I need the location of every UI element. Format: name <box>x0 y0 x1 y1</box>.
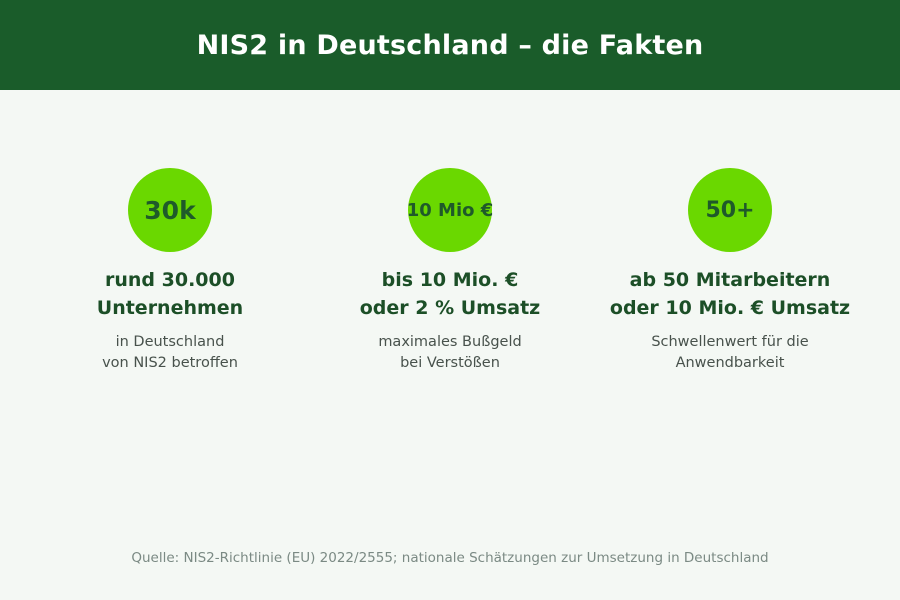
fact-badge-threshold: 50+ <box>688 168 772 252</box>
page-title: NIS2 in Deutschland – die Fakten <box>196 29 704 61</box>
fact-subtitle-companies: in Deutschland von NIS2 betroffen <box>102 334 238 371</box>
fact-subtitle-fine: maximales Bußgeld bei Verstößen <box>378 334 522 371</box>
fact-subtitle-threshold: Schwellenwert für die Anwendbarkeit <box>651 334 809 371</box>
source-footer: Quelle: NIS2-Richtlinie (EU) 2022/2555; … <box>131 550 769 566</box>
header-banner: NIS2 in Deutschland – die Fakten <box>0 0 900 90</box>
fact-badge-fine: 10 Mio € <box>407 168 493 252</box>
facts-row: 30k rund 30.000 Unternehmen in Deutschla… <box>30 168 870 374</box>
fact-companies: 30k rund 30.000 Unternehmen in Deutschla… <box>30 168 310 374</box>
fact-fine: 10 Mio € bis 10 Mio. € oder 2 % Umsatz m… <box>310 168 590 374</box>
fact-title-threshold: ab 50 Mitarbeitern oder 10 Mio. € Umsatz <box>609 269 851 319</box>
fact-badge-companies: 30k <box>128 168 212 252</box>
fact-title-fine: bis 10 Mio. € oder 2 % Umsatz <box>359 269 541 319</box>
fact-title-companies: rund 30.000 Unternehmen <box>96 269 244 319</box>
fact-threshold: 50+ ab 50 Mitarbeitern oder 10 Mio. € Um… <box>590 168 870 374</box>
